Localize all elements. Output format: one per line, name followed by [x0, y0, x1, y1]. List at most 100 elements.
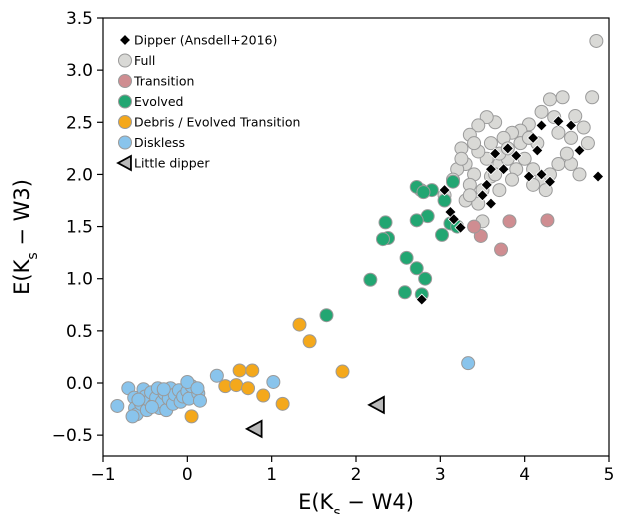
data-point-diskless: [180, 374, 195, 389]
data-point-dipper-ansdell-2016: [543, 175, 557, 188]
legend-marker-evolved: [118, 94, 132, 109]
data-point-debris-evolved-transition: [292, 317, 307, 332]
data-point-diskless: [461, 356, 476, 371]
data-point-little-dipper: [367, 395, 385, 415]
data-point-debris-evolved-transition: [232, 363, 247, 378]
data-point-debris-evolved-transition: [245, 363, 260, 378]
data-point-full: [454, 151, 469, 166]
data-point-dipper-ansdell-2016: [552, 115, 565, 128]
y-tick-label: 0.5: [66, 322, 93, 342]
legend-label: Full: [134, 53, 155, 68]
data-point-dipper-ansdell-2016: [497, 163, 510, 176]
data-point-diskless: [266, 374, 281, 389]
data-point-diskless: [209, 368, 224, 383]
data-point-dipper-ansdell-2016: [591, 170, 605, 183]
legend-label: Evolved: [134, 94, 183, 109]
x-tick-label: 1: [266, 465, 277, 485]
y-tick-label: −0.5: [52, 426, 93, 446]
legend-item-dipper-ansdell-2016: Dipper (Ansdell+2016): [118, 33, 277, 48]
data-point-diskless: [156, 382, 171, 397]
data-point-dipper-ansdell-2016: [484, 197, 497, 210]
y-tick-label: 1.5: [66, 218, 93, 238]
legend-label: Little dipper: [134, 156, 210, 171]
data-point-full: [576, 120, 591, 135]
marks-layer: [110, 33, 605, 439]
y-axis-label: E(Ks − W3): [10, 179, 41, 295]
data-point-evolved: [319, 308, 334, 323]
data-point-full: [542, 92, 557, 107]
data-point-evolved: [445, 174, 460, 189]
legend-item-evolved: Evolved: [118, 94, 183, 109]
data-point-full: [467, 136, 482, 151]
y-tick-label: 3.0: [66, 61, 93, 81]
data-point-transition: [494, 242, 509, 257]
legend-label: Dipper (Ansdell+2016): [134, 33, 277, 48]
data-point-full: [551, 157, 566, 171]
legend-marker-little-dipper: [116, 154, 132, 172]
data-point-dipper-ansdell-2016: [489, 147, 502, 160]
data-point-full: [462, 188, 477, 203]
y-tick-label: 0.0: [66, 374, 93, 394]
x-tick-label: 3: [435, 465, 446, 485]
x-tick-label: 0: [182, 465, 193, 485]
data-point-full: [551, 125, 566, 140]
y-tick-label: 1.0: [66, 270, 93, 290]
data-point-full: [585, 90, 600, 105]
legend-label: Transition: [133, 74, 194, 89]
data-point-full: [555, 90, 570, 105]
legend-marker-transition: [118, 74, 132, 88]
series-evolved: [319, 174, 465, 323]
x-tick-label: 5: [604, 465, 615, 485]
data-point-dipper-ansdell-2016: [573, 144, 586, 157]
data-point-full: [471, 118, 486, 133]
ticks-layer: −1 0 1 2 3 4 5 −0.5 0.0 0.5 1.0 1.5 2.0 2.5 3.0 3.5: [52, 9, 615, 485]
series-debris-evolved-transition: [184, 317, 350, 424]
legend-item-full: Full: [118, 53, 155, 68]
data-point-evolved: [435, 227, 450, 242]
series-dipper-ansdell-2016: [415, 115, 605, 306]
data-point-dipper-ansdell-2016: [535, 168, 548, 181]
data-point-dipper-ansdell-2016: [454, 221, 467, 234]
x-tick-label: 2: [351, 465, 362, 485]
data-point-full: [572, 167, 587, 182]
data-point-dipper-ansdell-2016: [438, 184, 451, 197]
data-point-evolved: [409, 213, 424, 228]
data-point-evolved: [363, 272, 378, 287]
data-point-diskless: [131, 392, 146, 407]
legend-label: Debris / Evolved Transition: [134, 115, 300, 130]
legend-item-diskless: Diskless: [118, 135, 185, 150]
data-point-evolved: [409, 261, 424, 276]
data-point-full: [483, 136, 498, 151]
legend-item-transition: Transition: [118, 74, 194, 89]
data-point-full: [568, 109, 583, 124]
data-point-diskless: [144, 399, 159, 414]
data-point-evolved: [375, 232, 390, 247]
series-little-dipper: [244, 395, 385, 439]
data-point-evolved: [397, 285, 412, 300]
data-point-debris-evolved-transition: [302, 334, 317, 349]
data-point-full: [589, 33, 604, 48]
data-point-debris-evolved-transition: [275, 396, 290, 411]
data-point-dipper-ansdell-2016: [564, 119, 578, 132]
data-point-diskless: [125, 409, 140, 424]
data-point-evolved: [378, 215, 393, 230]
y-tick-label: 2.5: [66, 113, 93, 133]
data-point-diskless: [190, 381, 205, 396]
data-point-dipper-ansdell-2016: [415, 293, 428, 306]
legend-marker-full: [118, 53, 132, 68]
data-point-dipper-ansdell-2016: [522, 170, 535, 183]
data-point-dipper-ansdell-2016: [501, 142, 514, 155]
data-point-transition: [467, 219, 482, 234]
data-point-dipper-ansdell-2016: [531, 144, 544, 157]
data-point-dipper-ansdell-2016: [476, 189, 489, 202]
data-point-full: [505, 172, 520, 187]
legend-item-debris-evolved-transition: Debris / Evolved Transition: [118, 115, 300, 130]
series-transition: [467, 213, 555, 257]
x-tick-label: 4: [519, 465, 530, 485]
data-point-debris-evolved-transition: [229, 378, 244, 393]
legend-marker-debris-evolved-transition: [118, 115, 132, 129]
legend-marker-diskless: [118, 135, 132, 150]
data-point-full: [564, 130, 579, 145]
data-point-diskless: [192, 393, 207, 408]
